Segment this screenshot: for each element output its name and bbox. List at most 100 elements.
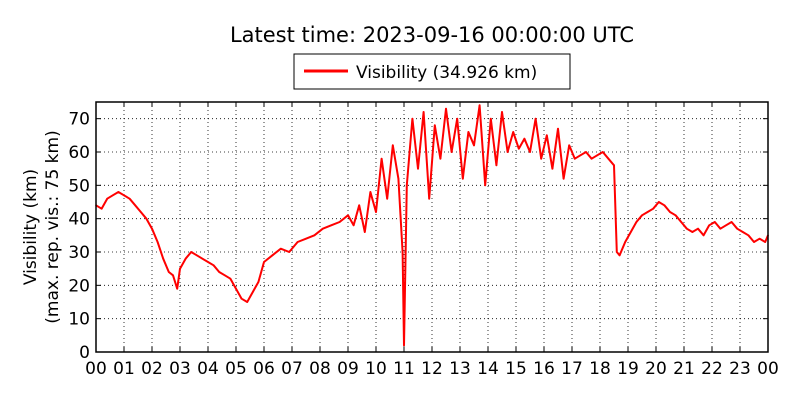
data-point	[190, 251, 192, 253]
data-point	[473, 144, 475, 147]
data-point	[697, 227, 699, 230]
x-tick-label: 18	[589, 359, 611, 379]
data-point	[702, 234, 705, 237]
data-point	[422, 111, 425, 113]
data-point	[506, 151, 509, 153]
data-point	[288, 251, 291, 253]
data-point	[434, 124, 436, 127]
data-point	[590, 157, 593, 160]
data-point	[616, 251, 618, 253]
data-point	[607, 157, 610, 160]
data-point	[574, 157, 576, 160]
data-point	[579, 154, 582, 157]
y-tick-label: 0	[79, 343, 90, 363]
data-point	[330, 224, 333, 227]
data-point	[322, 227, 324, 230]
data-point	[478, 104, 481, 107]
data-point	[618, 254, 621, 257]
data-point	[540, 157, 542, 160]
data-point	[184, 257, 187, 260]
x-tick-label: 11	[393, 359, 415, 379]
x-tick-label: 15	[505, 359, 527, 379]
y-tick-label: 30	[68, 243, 90, 263]
data-point	[263, 261, 265, 263]
data-point	[176, 287, 178, 290]
data-point	[501, 111, 503, 113]
data-point	[736, 227, 738, 230]
data-point	[462, 177, 464, 180]
data-point	[456, 117, 459, 120]
y-tick-label: 40	[68, 210, 90, 230]
data-point	[764, 241, 766, 243]
data-point	[747, 234, 750, 237]
y-tick-label: 60	[68, 143, 90, 163]
data-point	[602, 151, 604, 153]
x-tick-label: 05	[225, 359, 247, 379]
x-axis-ticks: 00 01 02 03 04 05 06 07 08 09 10 11 12 13 14 15 16 17 18 19…	[85, 102, 779, 379]
data-point	[674, 214, 677, 217]
data-point	[240, 297, 243, 300]
data-point	[235, 287, 237, 290]
data-point	[128, 197, 131, 200]
data-point	[140, 211, 142, 213]
x-tick-label: 00	[85, 359, 107, 379]
x-tick-label: 06	[253, 359, 275, 379]
x-tick-label: 22	[701, 359, 723, 379]
data-point	[392, 144, 394, 147]
data-point	[624, 241, 626, 243]
data-point	[568, 144, 570, 147]
y-tick-label: 10	[68, 310, 90, 330]
data-point	[229, 277, 232, 280]
data-point	[669, 211, 671, 213]
data-point	[305, 237, 307, 240]
data-point	[134, 204, 136, 207]
data-point	[196, 254, 198, 257]
data-point	[411, 117, 414, 120]
data-point	[585, 151, 587, 153]
data-point	[106, 197, 108, 200]
data-point	[445, 107, 447, 110]
data-point	[484, 184, 487, 187]
x-tick-label: 08	[309, 359, 331, 379]
x-tick-label: 23	[729, 359, 751, 379]
y-tick-label: 70	[68, 110, 90, 130]
data-point	[380, 157, 383, 160]
data-point	[439, 157, 442, 160]
y-axis-title-line2: (max. rep. vis.: 75 km)	[43, 130, 63, 323]
data-point	[246, 301, 248, 303]
data-point	[352, 224, 355, 227]
chart-title: Latest time: 2023-09-16 00:00:00 UTC	[230, 23, 634, 47]
data-point	[364, 231, 366, 233]
series-line-visibility	[95, 104, 769, 347]
data-point	[375, 211, 377, 213]
data-point	[562, 177, 565, 180]
data-point	[224, 274, 226, 277]
data-point	[428, 197, 431, 200]
data-point	[529, 151, 531, 153]
y-tick-label: 50	[68, 176, 90, 196]
x-tick-label: 02	[141, 359, 163, 379]
y-tick-label: 20	[68, 276, 90, 296]
data-point	[742, 231, 744, 233]
data-point	[280, 247, 282, 250]
data-point	[156, 241, 159, 243]
data-point	[495, 164, 498, 167]
x-tick-label: 01	[113, 359, 135, 379]
data-point	[641, 214, 643, 217]
data-point	[257, 281, 260, 283]
x-tick-label: 09	[337, 359, 359, 379]
data-point	[467, 131, 470, 133]
data-point	[179, 267, 181, 270]
data-point	[557, 127, 559, 130]
data-point	[358, 204, 361, 207]
y-axis-title: Visibility (km) (max. rep. vis.: 75 km)	[21, 130, 63, 323]
data-point	[252, 291, 254, 293]
data-point	[406, 184, 408, 187]
data-point	[725, 224, 727, 227]
data-point	[646, 211, 649, 213]
data-point	[296, 241, 299, 243]
x-tick-label: 12	[421, 359, 443, 379]
x-tick-label: 19	[617, 359, 639, 379]
data-point	[338, 221, 341, 223]
